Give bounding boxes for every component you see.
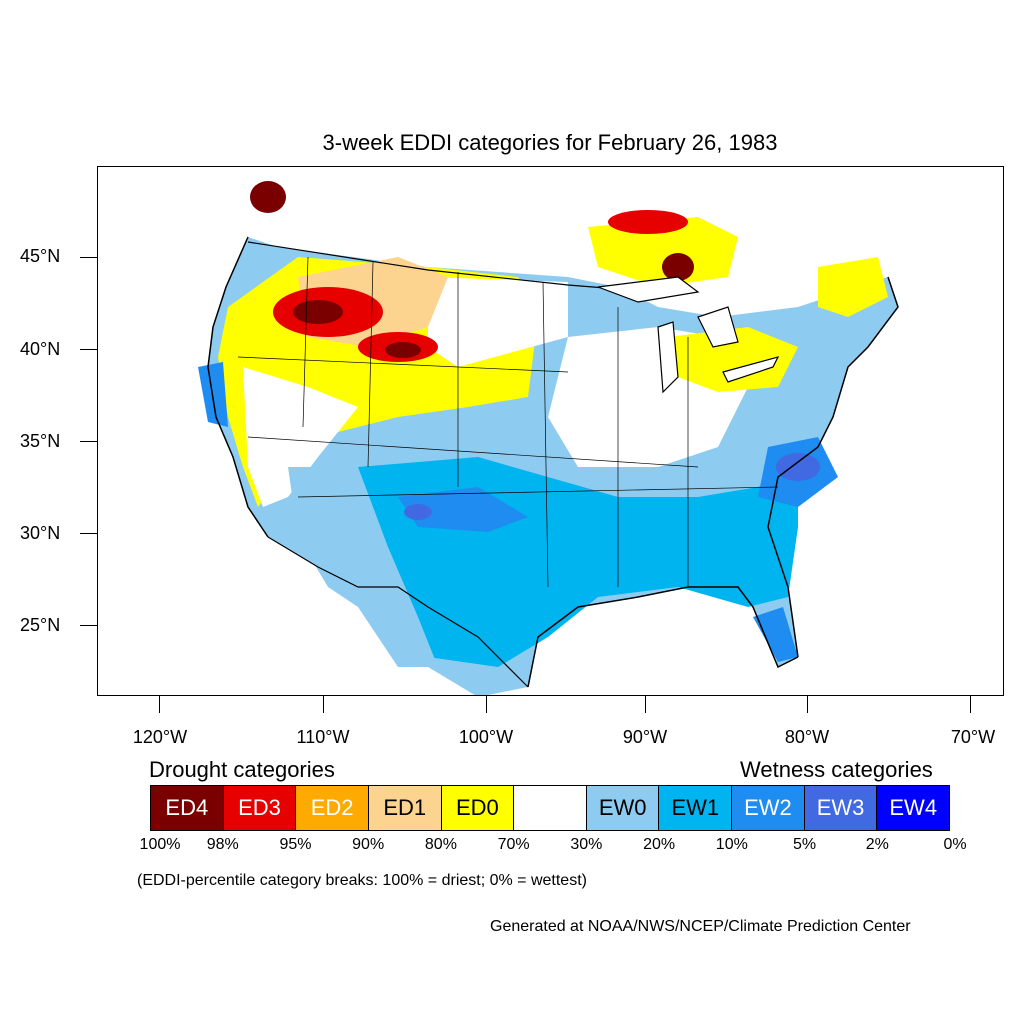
legend-swatch-ed0: ED0	[441, 786, 515, 830]
east-coast	[767, 276, 899, 658]
great-lakes-ed0	[668, 327, 798, 392]
wyoming-ed4	[385, 342, 421, 358]
lon-tick	[159, 696, 160, 713]
state-borders	[237, 256, 779, 588]
legend-break-label: 0%	[943, 836, 967, 853]
legend-break-label: 98%	[206, 836, 239, 853]
west-coast	[207, 236, 269, 538]
credit-text: Generated at NOAA/NWS/NCEP/Climate Predi…	[490, 918, 911, 935]
new-england-ed0	[818, 257, 888, 317]
lat-tick	[80, 533, 97, 534]
mexico-border	[267, 536, 529, 688]
wetness-heading: Wetness categories	[740, 757, 933, 782]
lake-erie	[722, 356, 780, 383]
legend-swatch-ed3: ED3	[223, 786, 297, 830]
eddi-map	[198, 181, 899, 695]
lon-label-120: 120°W	[132, 727, 188, 747]
lat-tick	[80, 257, 97, 258]
legend-swatch-ed2: ED2	[296, 786, 369, 830]
legend-swatch-ew4: EW4	[877, 786, 950, 830]
lon-label-90: 90°W	[622, 727, 668, 747]
legend-swatch-ew3: EW3	[804, 786, 878, 830]
legend-break-label: 2%	[865, 836, 889, 853]
lat-label-35: 35°N	[20, 431, 61, 451]
legend-break-label: 20%	[643, 836, 676, 853]
lat-label-40: 40°N	[20, 339, 61, 359]
legend-breaks: 100% 98% 95% 90% 80% 70% 30% 20% 10% 5% 2% 0%	[0, 836, 1024, 858]
west-neutral-region	[243, 367, 358, 507]
legend-break-label: 90%	[352, 836, 385, 853]
texas-ew2	[398, 487, 528, 532]
lake-superior	[597, 276, 700, 303]
legend-swatch-ew0: EW0	[586, 786, 660, 830]
legend-swatch-ed4: ED4	[151, 786, 224, 830]
ontario-ed0	[588, 217, 738, 287]
legend-break-label: 100%	[139, 836, 181, 853]
lon-tick	[807, 696, 808, 713]
ontario-ed3	[608, 210, 688, 234]
florida-ew2	[753, 607, 798, 662]
bc-ed4	[250, 181, 286, 213]
carolina-ew3	[776, 453, 820, 481]
lake-huron	[697, 306, 739, 348]
lon-label-80: 80°W	[784, 727, 830, 747]
legend-break-label: 80%	[424, 836, 457, 853]
legend-break-label: 30%	[570, 836, 603, 853]
idaho-ed4	[293, 300, 343, 324]
lon-tick	[486, 696, 487, 713]
legend-break-label: 70%	[497, 836, 530, 853]
lat-label-45: 45°N	[20, 246, 61, 266]
legend-swatch-ew2: EW2	[732, 786, 805, 830]
lon-label-110: 110°W	[296, 727, 350, 747]
lon-tick	[970, 696, 971, 713]
legend-break-label: 5%	[792, 836, 817, 853]
drought-heading: Drought categories	[149, 757, 335, 782]
us-canada-border	[247, 241, 619, 290]
legend-swatch-ed1: ED1	[368, 786, 442, 830]
lat-tick	[80, 625, 97, 626]
lat-label-25: 25°N	[20, 615, 61, 635]
legend-break-label: 95%	[279, 836, 312, 853]
texas-ew3	[404, 504, 432, 520]
legend-swatch-neutral	[514, 786, 587, 830]
legend-swatch-ew1: EW1	[659, 786, 733, 830]
lat-tick	[80, 349, 97, 350]
lake-michigan	[657, 321, 679, 394]
lat-tick	[80, 441, 97, 442]
ontario-ed4	[662, 253, 694, 281]
lon-label-100: 100°W	[458, 727, 514, 747]
lon-label-70: 70°W	[950, 727, 996, 747]
map-title: 3-week EDDI categories for February 26, …	[322, 130, 778, 155]
legend-break-label: 10%	[715, 836, 748, 853]
map-panel	[97, 166, 1004, 696]
southwest-ew0	[288, 467, 438, 667]
breaks-note: (EDDI-percentile category breaks: 100% =…	[137, 872, 587, 889]
northern-plains-neutral	[428, 277, 568, 367]
lat-label-30: 30°N	[20, 523, 61, 543]
lon-tick	[323, 696, 324, 713]
legend-colorbar: ED4 ED3 ED2 ED1 ED0 EW0 EW1 EW2 EW3 EW4	[150, 785, 950, 831]
lon-tick	[645, 696, 646, 713]
